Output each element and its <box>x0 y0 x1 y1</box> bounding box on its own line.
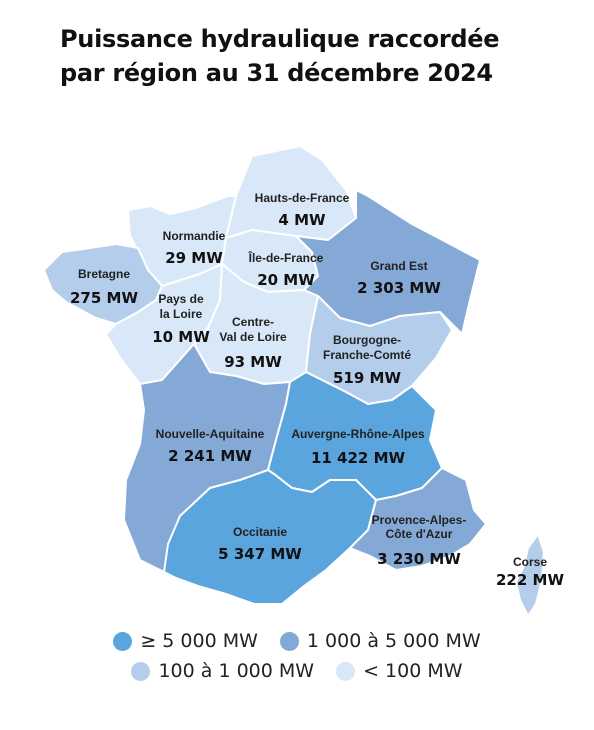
region-name-corse: Corse <box>513 555 547 569</box>
region-label-bretagne: Bretagne 275 MW <box>70 267 138 307</box>
map-title-line-1: Puissance hydraulique raccordée <box>60 25 500 53</box>
region-name-pays-de-la-loire: Pays de la Loire <box>158 292 204 321</box>
region-value-bretagne: 275 MW <box>70 289 138 307</box>
region-name-normandie: Normandie <box>163 229 226 243</box>
region-label-corse: Corse 222 MW <box>496 555 564 589</box>
region-value-grand-est: 2 303 MW <box>357 279 441 297</box>
region-value-corse: 222 MW <box>496 571 564 589</box>
legend-row-1: ≥ 5 000 MW 1 000 à 5 000 MW <box>0 630 594 652</box>
legend-swatch-min <box>336 661 356 681</box>
region-label-pays-de-la-loire: Pays de la Loire 10 MW <box>152 292 210 346</box>
legend-row-2: 100 à 1 000 MW < 100 MW <box>0 660 594 682</box>
region-label-nouvelle-aquitaine: Nouvelle-Aquitaine 2 241 MW <box>156 427 265 465</box>
map-title: Puissance hydraulique raccordée par régi… <box>60 22 560 90</box>
region-label-provence-alpes-cote-d-azur: Provence-Alpes-Côte d'Azur 3 230 MW <box>372 513 467 568</box>
legend-item-low: 100 à 1 000 MW <box>131 660 314 682</box>
region-label-centre-val-de-loire: Centre-Val de Loire 93 MW <box>219 315 287 371</box>
legend-swatch-high <box>113 631 133 651</box>
region-label-hauts-de-france: Hauts-de-France 4 MW <box>255 191 350 229</box>
legend-label-mid: 1 000 à 5 000 MW <box>306 630 481 652</box>
legend-label-min: < 100 MW <box>363 660 463 682</box>
region-value-occitanie: 5 347 MW <box>218 545 302 563</box>
region-value-hauts-de-france: 4 MW <box>278 211 326 229</box>
region-name-bourgogne-franche-comte: Bourgogne-Franche-Comté <box>323 333 411 362</box>
region-name-nouvelle-aquitaine: Nouvelle-Aquitaine <box>156 427 265 441</box>
region-label-grand-est: Grand Est 2 303 MW <box>357 259 441 297</box>
region-label-bourgogne-franche-comte: Bourgogne-Franche-Comté 519 MW <box>323 333 411 387</box>
legend-label-high: ≥ 5 000 MW <box>140 630 258 652</box>
region-label-auvergne-rhone-alpes: Auvergne-Rhône-Alpes 11 422 MW <box>291 427 425 467</box>
region-label-occitanie: Occitanie 5 347 MW <box>218 525 302 563</box>
region-name-provence-alpes-cote-d-azur: Provence-Alpes-Côte d'Azur <box>372 513 467 541</box>
map-legend: ≥ 5 000 MW 1 000 à 5 000 MW 100 à 1 000 … <box>0 630 594 690</box>
region-value-auvergne-rhone-alpes: 11 422 MW <box>311 449 406 467</box>
legend-swatch-mid <box>279 631 299 651</box>
legend-swatch-low <box>131 661 151 681</box>
legend-item-high: ≥ 5 000 MW <box>113 630 258 652</box>
region-value-nouvelle-aquitaine: 2 241 MW <box>168 447 252 465</box>
region-value-bourgogne-franche-comte: 519 MW <box>333 369 401 387</box>
region-name-bretagne: Bretagne <box>78 267 130 281</box>
region-name-occitanie: Occitanie <box>233 525 287 539</box>
region-name-auvergne-rhone-alpes: Auvergne-Rhône-Alpes <box>291 427 425 441</box>
legend-item-mid: 1 000 à 5 000 MW <box>279 630 481 652</box>
region-name-ile-de-france: Île-de-France <box>248 250 324 265</box>
region-value-pays-de-la-loire: 10 MW <box>152 328 210 346</box>
region-value-ile-de-france: 20 MW <box>257 271 315 289</box>
map-title-line-2: par région au 31 décembre 2024 <box>60 59 493 87</box>
region-value-normandie: 29 MW <box>165 249 223 267</box>
region-corse <box>515 533 545 617</box>
region-label-normandie: Normandie 29 MW <box>163 229 226 267</box>
region-name-hauts-de-france: Hauts-de-France <box>255 191 350 205</box>
region-name-centre-val-de-loire: Centre-Val de Loire <box>219 315 287 344</box>
region-value-centre-val-de-loire: 93 MW <box>224 353 282 371</box>
legend-item-min: < 100 MW <box>336 660 463 682</box>
region-name-grand-est: Grand Est <box>370 259 427 273</box>
region-label-ile-de-france: Île-de-France 20 MW <box>248 250 324 289</box>
region-value-provence-alpes-cote-d-azur: 3 230 MW <box>377 550 461 568</box>
legend-label-low: 100 à 1 000 MW <box>158 660 315 682</box>
france-regions-map: Hauts-de-France 4 MW Normandie 29 MW Île-de-… <box>43 145 564 617</box>
region-provence-alpes-cote-d-azur <box>349 467 487 571</box>
